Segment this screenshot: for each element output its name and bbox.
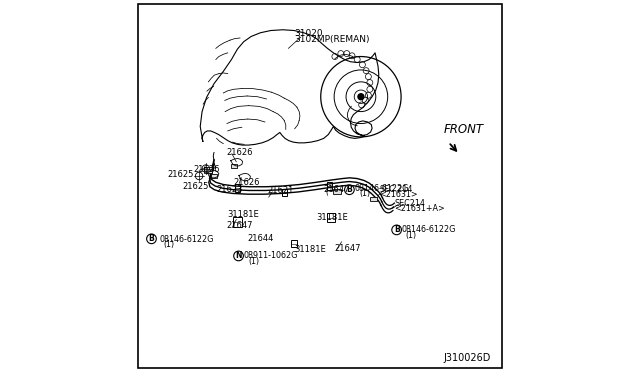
Text: 3102MP(REMAN): 3102MP(REMAN) [294,35,369,44]
Text: 21644: 21644 [248,234,274,243]
Bar [232,164,237,168]
Text: FRONT: FRONT [444,123,483,136]
Text: 31181E: 31181E [227,210,259,219]
Bar [204,167,212,173]
Text: 21625: 21625 [168,170,194,179]
Text: 21626: 21626 [193,165,220,174]
Bar [333,189,341,194]
Text: 21647: 21647 [227,221,253,230]
Text: 31181E: 31181E [294,245,326,254]
Text: 08146-6122G: 08146-6122G [401,225,456,234]
Circle shape [147,234,156,244]
Text: 21625: 21625 [182,182,209,190]
Circle shape [344,185,354,195]
Text: 21621: 21621 [267,186,294,195]
Bar [211,174,217,178]
Text: 21647: 21647 [323,185,349,194]
Text: 21626: 21626 [234,178,260,187]
Circle shape [234,251,243,261]
Text: 08146-6122G: 08146-6122G [355,184,409,193]
Text: <21631+A>: <21631+A> [394,204,445,213]
Bar [234,217,241,227]
Circle shape [392,225,401,235]
Text: 31020: 31020 [294,29,323,38]
Text: (1): (1) [248,257,260,266]
Text: J310026D: J310026D [444,353,491,363]
Bar [282,189,287,196]
Text: B: B [394,225,399,234]
Text: B: B [148,234,154,243]
Text: N: N [236,251,242,260]
Text: (1): (1) [164,240,175,249]
Bar [327,213,335,222]
Circle shape [358,94,364,100]
Bar [327,182,332,190]
Text: 21626: 21626 [227,148,253,157]
Text: 21647: 21647 [335,244,362,253]
Text: B: B [346,185,352,194]
Text: SEC214: SEC214 [394,199,425,208]
Text: (1): (1) [406,231,417,240]
Bar [370,196,377,202]
Text: <21631>: <21631> [380,190,418,199]
Text: 08146-6122G: 08146-6122G [159,235,214,244]
Text: SEC.214: SEC.214 [380,185,413,194]
Text: 08911-1062G: 08911-1062G [244,251,298,260]
Bar [291,240,296,247]
Text: 21623: 21623 [216,185,243,194]
Text: 31181E: 31181E [316,213,348,222]
Text: (1): (1) [360,189,371,198]
Bar [235,184,240,192]
